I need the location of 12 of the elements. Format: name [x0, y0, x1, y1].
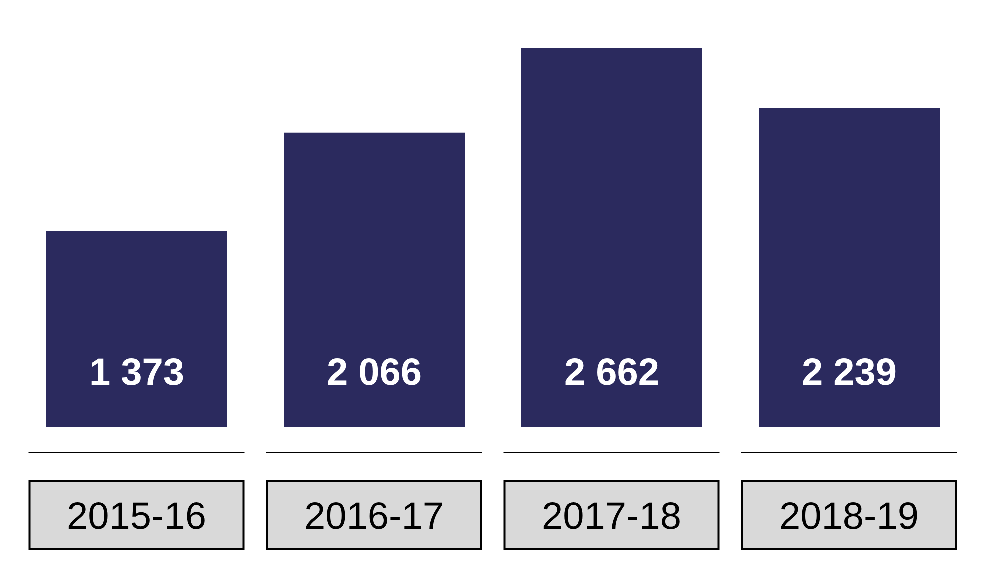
data-label: 2 662: [564, 352, 660, 394]
x-tick-label: 2018-19: [780, 496, 919, 538]
bar: [522, 48, 702, 427]
x-tick-label: 2016-17: [304, 496, 444, 538]
bar: [46, 232, 228, 427]
bar: [284, 132, 465, 427]
x-tick-label: 2017-18: [542, 496, 682, 538]
data-label: 2 066: [326, 352, 422, 394]
data-label: 2 239: [802, 352, 898, 394]
x-tick-label: 2015-16: [67, 496, 206, 538]
data-label: 1 373: [89, 352, 185, 394]
bar: [759, 108, 940, 427]
